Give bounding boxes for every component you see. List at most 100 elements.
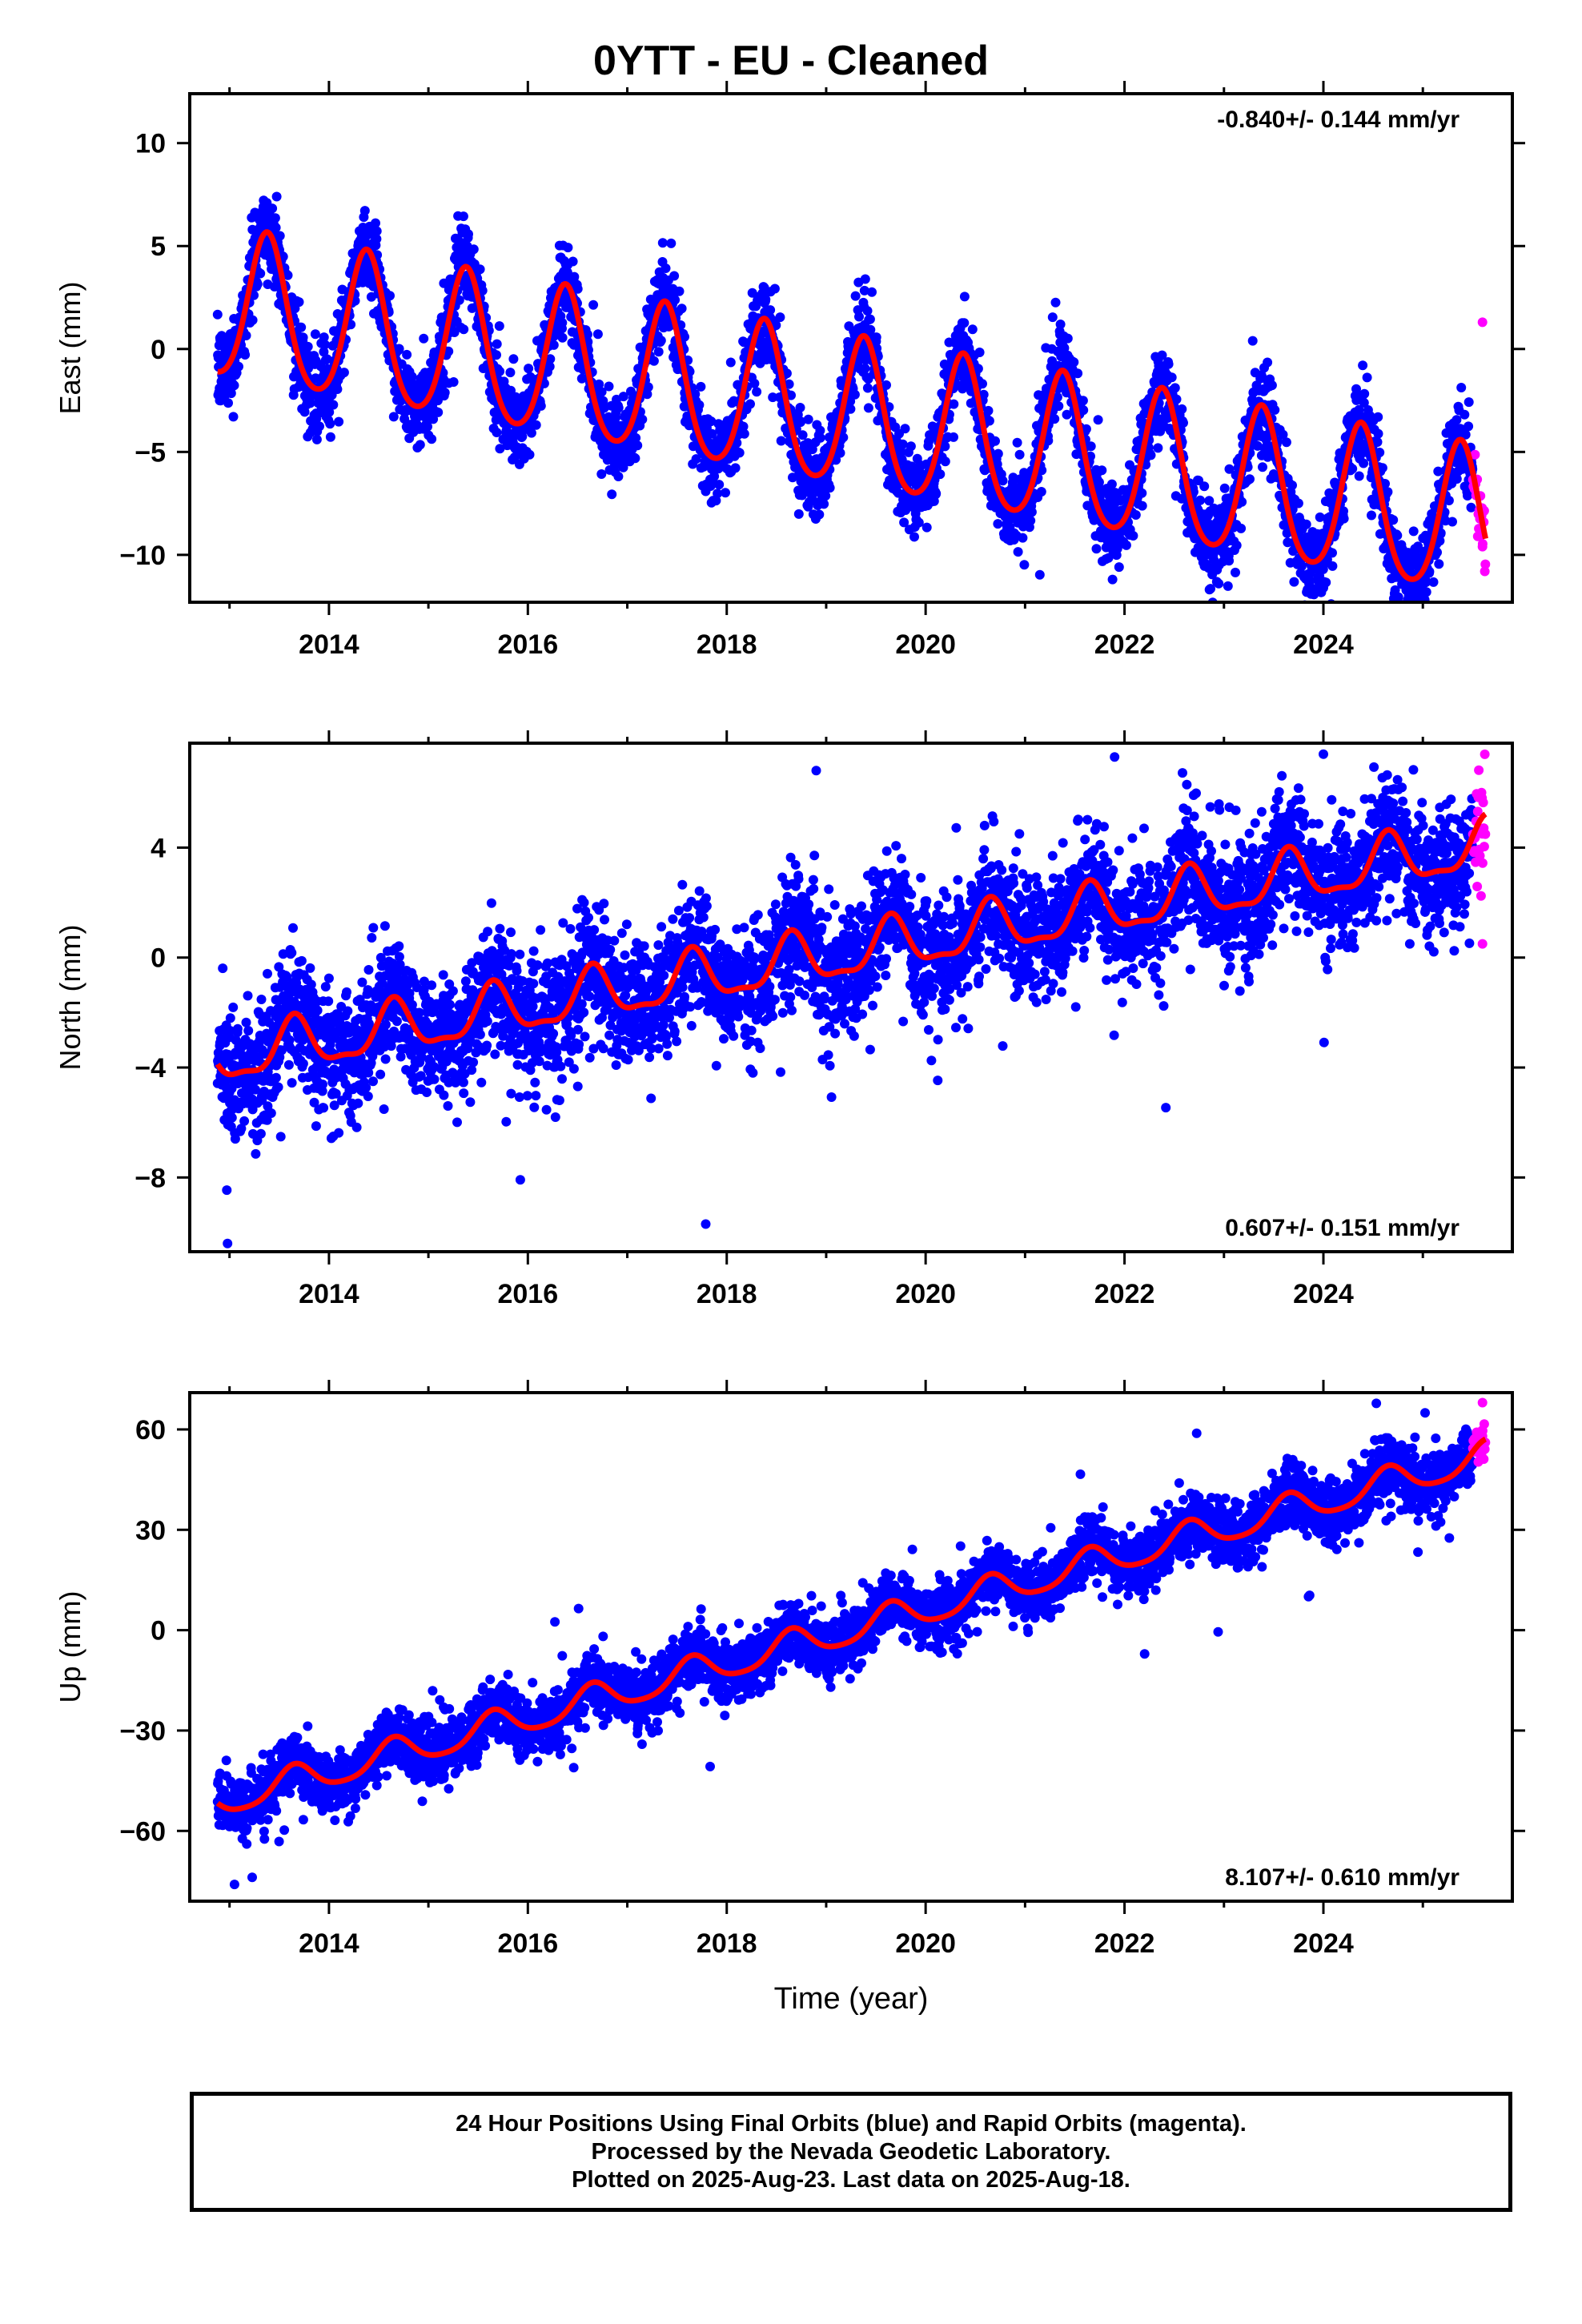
final-orbit-point: [849, 389, 860, 400]
final-orbit-point: [940, 456, 950, 467]
final-orbit-point: [863, 403, 873, 413]
final-orbit-point: [1421, 577, 1431, 587]
final-orbit-point: [1036, 487, 1046, 497]
final-orbit-point: [862, 383, 873, 393]
final-orbit-point: [1460, 429, 1471, 440]
final-orbit-point: [310, 329, 320, 340]
final-orbit-point: [618, 462, 628, 472]
final-orbit-point: [423, 421, 432, 432]
final-orbit-point: [243, 991, 253, 1001]
final-orbit-point: [1034, 569, 1045, 580]
final-orbit-point: [696, 381, 706, 392]
final-orbit-point: [666, 238, 677, 248]
final-orbit-point: [226, 388, 236, 399]
final-orbit-point: [949, 399, 959, 409]
final-orbit-point: [222, 1185, 232, 1196]
final-orbit-point: [1322, 554, 1332, 565]
final-orbit-point: [299, 407, 310, 417]
final-orbit-point: [251, 1148, 261, 1159]
final-orbit-point: [730, 463, 741, 473]
final-orbit-point: [854, 312, 864, 322]
final-orbit-point: [978, 389, 989, 400]
final-orbit-point: [1289, 577, 1299, 587]
final-orbit-point: [1086, 441, 1096, 452]
final-orbit-point: [588, 300, 599, 310]
final-orbit-point: [475, 264, 485, 275]
final-orbit-point: [251, 1084, 260, 1095]
final-orbit-point: [1434, 559, 1444, 569]
final-orbit-point: [319, 340, 330, 350]
final-orbit-point: [1397, 615, 1407, 625]
final-orbit-point: [315, 421, 324, 432]
final-orbit-point: [657, 238, 668, 248]
final-orbit-point: [1245, 474, 1255, 485]
final-orbit-point: [1114, 562, 1124, 573]
final-orbit-point: [1408, 526, 1419, 537]
final-orbit-point: [921, 522, 932, 533]
final-orbit-point: [311, 434, 322, 444]
final-orbit-point: [419, 333, 429, 344]
x-tick-label: 2024: [1293, 629, 1354, 660]
final-orbit-point: [1267, 380, 1277, 391]
final-orbit-point: [1050, 297, 1061, 308]
final-orbit-point: [1375, 448, 1385, 457]
final-orbit-point: [899, 517, 909, 528]
final-orbit-point: [218, 963, 228, 974]
final-orbit-point: [1327, 561, 1338, 571]
rapid-orbit-point: [1477, 541, 1488, 552]
rapid-orbit-point: [1480, 559, 1491, 569]
y-tick-label: −5: [135, 437, 166, 468]
final-orbit-point: [1146, 450, 1156, 460]
final-orbit-point: [1177, 404, 1187, 414]
final-orbit-point: [1415, 614, 1424, 624]
final-orbit-point: [814, 509, 825, 520]
final-orbit-point: [1433, 466, 1443, 476]
x-tick-label: 2020: [895, 629, 956, 660]
final-orbit-point: [1047, 312, 1058, 323]
final-orbit-point: [229, 380, 239, 391]
final-orbit-point: [259, 1048, 270, 1059]
final-orbit-point: [1121, 540, 1131, 550]
final-orbit-point: [1419, 616, 1428, 625]
x-tick-label: 2014: [299, 629, 359, 660]
final-orbit-point: [278, 949, 288, 959]
final-orbit-point: [604, 381, 614, 392]
page-title: 0YTT - EU - Cleaned: [592, 38, 990, 84]
final-orbit-point: [505, 368, 516, 378]
final-orbit-point: [865, 324, 876, 335]
final-orbit-point: [935, 469, 946, 480]
final-orbit-point: [255, 1128, 266, 1139]
final-orbit-point: [275, 231, 285, 241]
final-orbit-point: [283, 270, 293, 280]
final-orbit-point: [707, 428, 717, 439]
final-orbit-point: [835, 448, 845, 458]
final-orbit-point: [1399, 622, 1409, 632]
final-orbit-point: [1013, 547, 1023, 557]
final-orbit-point: [1199, 481, 1210, 492]
final-orbit-point: [1214, 578, 1224, 589]
final-orbit-point: [223, 398, 233, 408]
final-orbit-point: [1097, 465, 1107, 476]
final-orbit-point: [867, 287, 877, 297]
x-tick-label: 2018: [697, 629, 757, 660]
final-orbit-point: [1443, 496, 1454, 505]
final-orbit-point: [897, 439, 908, 449]
final-orbit-point: [1373, 428, 1383, 439]
final-orbit-point: [1432, 547, 1442, 557]
final-orbit-point: [1383, 487, 1393, 497]
final-orbit-point: [1171, 394, 1182, 404]
final-orbit-point: [492, 350, 501, 360]
y-axis-label: East (mm): [54, 282, 86, 415]
final-orbit-point: [959, 318, 970, 328]
final-orbit-point: [1400, 605, 1410, 614]
final-orbit-point: [1107, 574, 1118, 585]
final-orbit-point: [1223, 581, 1233, 591]
final-orbit-point: [332, 384, 343, 394]
final-orbit-point: [613, 403, 624, 413]
final-orbit-point: [274, 962, 284, 972]
final-orbit-point: [433, 407, 444, 417]
final-orbit-point: [1012, 437, 1022, 448]
final-orbit-point: [1359, 398, 1369, 408]
final-orbit-point: [371, 218, 380, 228]
final-orbit-point: [385, 291, 395, 301]
